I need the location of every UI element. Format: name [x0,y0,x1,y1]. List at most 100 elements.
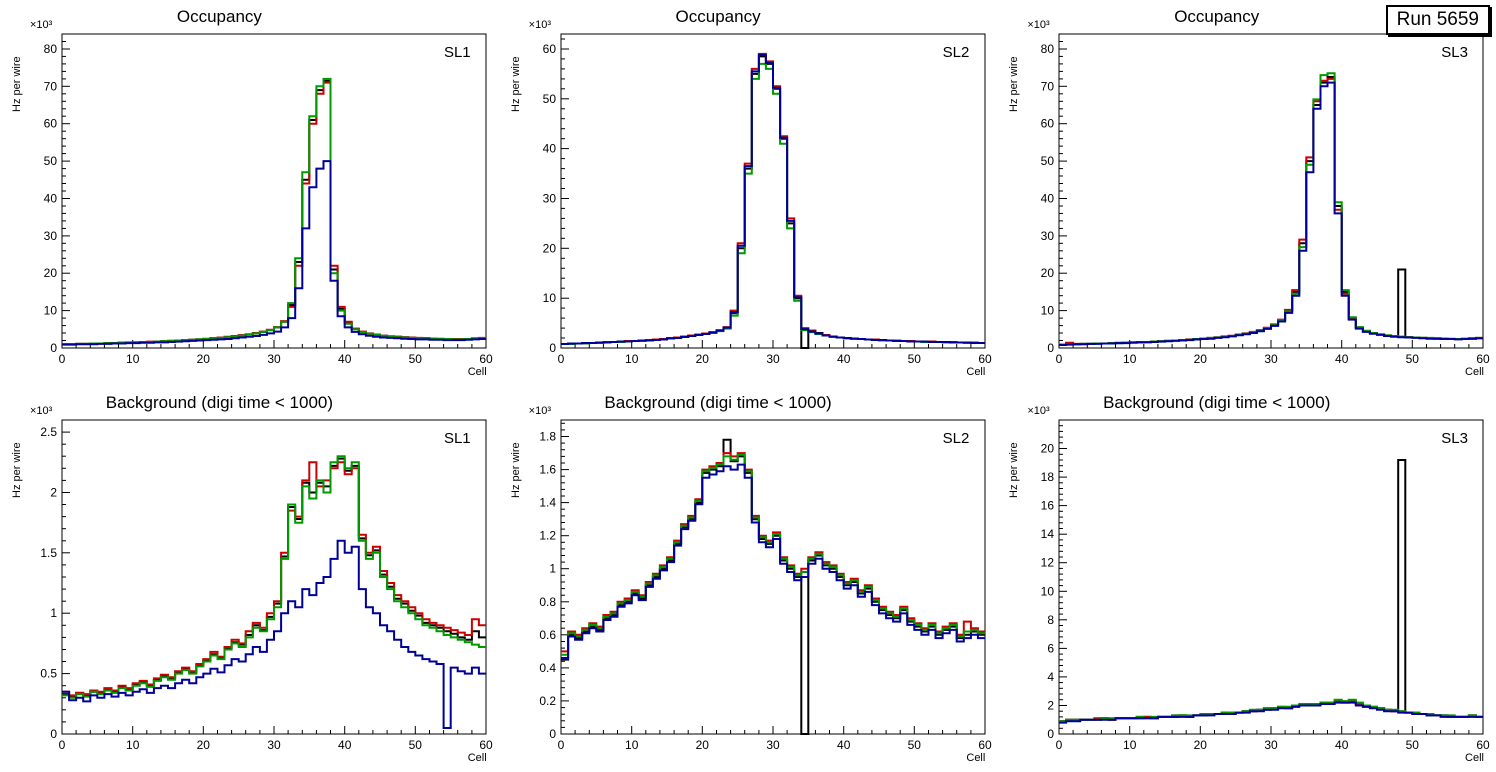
svg-text:1.2: 1.2 [539,529,556,543]
svg-text:1: 1 [50,606,57,620]
svg-text:18: 18 [1041,470,1055,484]
svg-text:30: 30 [44,229,58,243]
svg-text:60: 60 [542,42,556,56]
svg-text:40: 40 [1335,352,1349,366]
pad-label: SL3 [1441,430,1468,447]
pad-label: SL2 [942,44,970,61]
y-axis-label: Hz per wire [1008,56,1021,112]
chart-title: Background (digi time < 1000) [604,393,832,412]
chart-title: Occupancy [176,7,262,26]
svg-text:60: 60 [978,738,992,752]
svg-text:30: 30 [542,192,556,206]
svg-text:50: 50 [44,154,58,168]
svg-text:20: 20 [542,241,556,255]
svg-text:60: 60 [479,352,493,366]
panel-background-sl3: 0 10 20 30 40 50 60 0 2 4 6 8 10 12 14 16 18 20 Backgroun… [997,386,1496,772]
svg-text:0.5: 0.5 [40,667,57,681]
x-axis-label: Cell [467,366,487,378]
y-axis-exponent: ×10³ [528,405,551,417]
svg-text:70: 70 [44,79,58,93]
svg-text:20: 20 [695,738,709,752]
svg-text:60: 60 [1041,117,1055,131]
svg-text:50: 50 [907,352,921,366]
histogram-plot-occupancy-sl3: 0 10 20 30 40 50 60 0 10 20 30 40 50 60 70 80 [1041,33,1491,366]
svg-text:6: 6 [1048,641,1055,655]
panel-occupancy-sl2: 0 10 20 30 40 50 60 0 10 20 30 40 50 60 Occupancy ×10… [499,0,998,386]
svg-text:10: 10 [126,738,140,752]
x-axis-label: Cell [966,366,986,378]
svg-text:0: 0 [59,738,66,752]
svg-text:20: 20 [1041,266,1055,280]
svg-text:10: 10 [542,291,556,305]
svg-text:40: 40 [338,352,352,366]
panel-occupancy-sl3: 0 10 20 30 40 50 60 0 10 20 30 40 50 60 70 80 Occupancy… [997,0,1496,386]
svg-text:0: 0 [50,727,57,741]
svg-text:10: 10 [625,352,639,366]
svg-text:20: 20 [1194,738,1208,752]
svg-text:50: 50 [907,738,921,752]
svg-text:40: 40 [542,142,556,156]
x-axis-label: Cell [1465,366,1484,378]
svg-text:30: 30 [1265,352,1279,366]
svg-text:0: 0 [1048,727,1055,741]
svg-text:30: 30 [766,738,780,752]
x-axis-label: Cell [1465,752,1484,764]
svg-text:12: 12 [1041,556,1055,570]
svg-text:20: 20 [197,352,211,366]
svg-text:8: 8 [1048,613,1055,627]
svg-text:0: 0 [557,352,564,366]
run-number: Run 5659 [1396,9,1479,30]
chart-title: Occupancy [675,7,761,26]
histogram-plot-occupancy-sl1: 0 10 20 30 40 50 60 0 10 20 30 40 50 60 70 80 [44,33,493,366]
svg-text:30: 30 [1041,229,1055,243]
svg-text:50: 50 [409,738,423,752]
y-axis-label: Hz per wire [1008,442,1021,498]
svg-text:30: 30 [1265,738,1279,752]
svg-text:40: 40 [1335,738,1349,752]
svg-text:1.6: 1.6 [539,463,556,477]
svg-text:0: 0 [1056,738,1063,752]
svg-text:40: 40 [338,738,352,752]
pad-label: SL1 [443,430,471,447]
svg-text:20: 20 [695,352,709,366]
svg-text:20: 20 [44,266,58,280]
panel-background-sl1: 0 10 20 30 40 50 60 0 0.5 1 1.5 2 2.5 Background (di… [0,386,499,772]
svg-text:20: 20 [1194,352,1208,366]
svg-text:10: 10 [1041,304,1055,318]
panel-occupancy-sl1: 0 10 20 30 40 50 60 0 10 20 30 40 50 60 70 80 Occupancy… [0,0,499,386]
pad-label: SL2 [942,430,970,447]
pad-label: SL1 [443,44,471,61]
svg-text:40: 40 [837,738,851,752]
svg-text:2: 2 [50,486,57,500]
svg-text:0.6: 0.6 [539,628,556,642]
x-axis-label: Cell [467,752,487,764]
svg-text:60: 60 [1477,352,1491,366]
svg-text:10: 10 [44,304,58,318]
y-axis-label: Hz per wire [11,442,23,498]
svg-text:80: 80 [1041,42,1055,56]
svg-text:1.8: 1.8 [539,430,556,444]
svg-text:50: 50 [1041,154,1055,168]
svg-text:60: 60 [978,352,992,366]
y-axis-exponent: ×10³ [528,19,551,31]
svg-text:30: 30 [267,352,281,366]
chart-title: Occupancy [1174,7,1260,26]
svg-text:1.5: 1.5 [40,546,57,560]
svg-text:40: 40 [1041,192,1055,206]
svg-text:60: 60 [44,117,58,131]
svg-text:0: 0 [1056,352,1063,366]
y-axis-label: Hz per wire [11,56,23,112]
y-axis-exponent: ×10³ [1027,19,1050,31]
chart-title: Background (digi time < 1000) [105,393,334,412]
svg-text:10: 10 [1123,352,1137,366]
svg-text:10: 10 [1123,738,1137,752]
svg-text:50: 50 [1406,738,1420,752]
svg-text:1: 1 [549,562,556,576]
histogram-plot-background-sl2: 0 10 20 30 40 50 60 0 0.2 0.4 0.6 0.8 1 1.2 1.4 1.6 1.8 [539,419,992,752]
svg-text:0: 0 [1048,341,1055,355]
svg-text:40: 40 [44,192,58,206]
chart-title: Background (digi time < 1000) [1103,393,1331,412]
y-axis-exponent: ×10³ [30,19,53,31]
svg-text:14: 14 [1041,527,1055,541]
svg-text:50: 50 [1406,352,1420,366]
